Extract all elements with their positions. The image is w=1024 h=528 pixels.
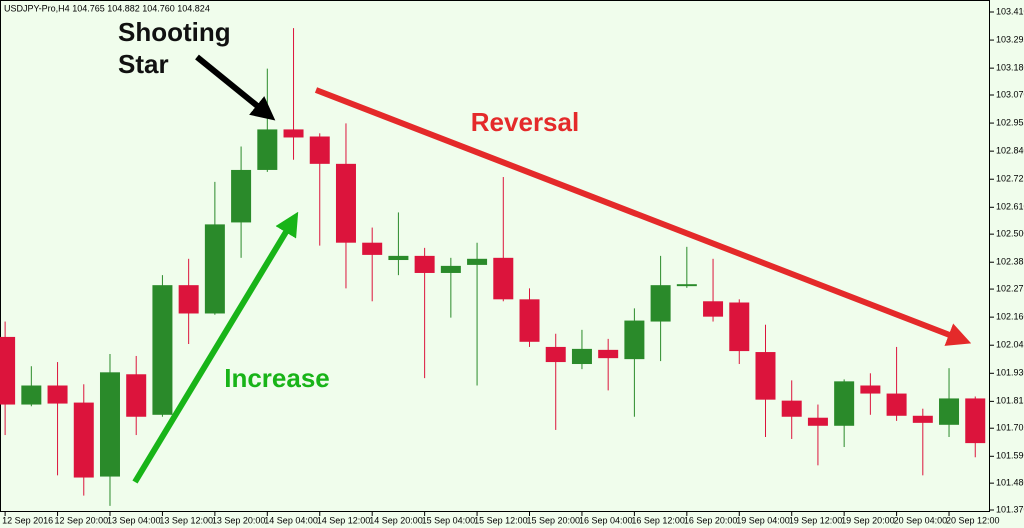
annotation: Star	[118, 49, 169, 79]
candle-body	[598, 349, 619, 359]
x-tick-label: 16 Sep 04:00	[579, 515, 633, 525]
x-tick-label: 15 Sep 12:00	[474, 515, 528, 525]
candle-body	[965, 398, 986, 444]
y-tick-label: 103.410	[996, 6, 1024, 16]
candle-body	[650, 285, 671, 322]
candle-body	[362, 242, 383, 255]
candle-body	[467, 258, 488, 265]
candles	[0, 28, 986, 506]
candle-body	[807, 417, 828, 426]
annotation: Shooting	[118, 17, 231, 47]
candle-body	[21, 385, 42, 405]
x-tick-label: 12 Sep 20:00	[55, 515, 109, 525]
annotation: Reversal	[471, 107, 579, 137]
y-tick-label: 102.610	[996, 202, 1024, 212]
candle-body	[729, 302, 750, 352]
y-tick-label: 101.705	[996, 423, 1024, 433]
y-tick-label: 102.500	[996, 229, 1024, 239]
x-tick-label: 16 Sep 12:00	[631, 515, 685, 525]
candle-body	[283, 129, 304, 138]
x-tick-label: 14 Sep 20:00	[369, 515, 423, 525]
candle-body	[73, 402, 94, 478]
candle-body	[519, 299, 540, 342]
annotation: Increase	[224, 363, 330, 393]
candle-body	[414, 255, 435, 273]
candle-body	[99, 372, 120, 477]
y-tick-label: 102.725	[996, 174, 1024, 184]
x-tick-label: 12 Sep 2016	[2, 515, 53, 525]
y-tick-label: 102.385	[996, 257, 1024, 267]
y-tick-label: 101.815	[996, 396, 1024, 406]
candle-body	[624, 320, 645, 360]
x-tick-label: 14 Sep 12:00	[317, 515, 371, 525]
x-tick-label: 19 Sep 04:00	[736, 515, 790, 525]
chart-title: USDJPY-Pro,H4 104.765 104.882 104.760 10…	[4, 3, 210, 13]
candle-body	[231, 169, 252, 223]
x-tick-label: 16 Sep 20:00	[684, 515, 738, 525]
x-tick-label: 15 Sep 04:00	[422, 515, 476, 525]
x-tick-label: 20 Sep 04:00	[894, 515, 948, 525]
candle-body	[493, 257, 514, 300]
candle-body	[676, 284, 697, 287]
candle-body	[204, 224, 225, 314]
y-tick-label: 102.955	[996, 117, 1024, 127]
x-tick-label: 14 Sep 04:00	[264, 515, 318, 525]
y-tick-label: 101.930	[996, 368, 1024, 378]
candle-body	[440, 265, 461, 273]
y-tick-label: 103.070	[996, 89, 1024, 99]
candle-body	[912, 415, 933, 423]
candle-body	[886, 393, 907, 416]
candle-body	[152, 285, 173, 415]
candle-body	[47, 385, 68, 404]
y-tick-label: 101.480	[996, 478, 1024, 488]
candle-body	[834, 381, 855, 426]
candle-body	[178, 285, 199, 314]
y-tick-label: 101.590	[996, 451, 1024, 461]
candle-body	[126, 374, 147, 417]
y-tick-label: 102.840	[996, 146, 1024, 156]
candle-body	[781, 400, 802, 417]
x-tick-label: 19 Sep 20:00	[841, 515, 895, 525]
candle-body	[388, 255, 409, 261]
candle-body	[545, 346, 566, 363]
candle-body	[939, 398, 960, 425]
x-tick-label: 13 Sep 20:00	[212, 515, 266, 525]
arrow	[132, 211, 299, 484]
x-tick-label: 19 Sep 12:00	[789, 515, 843, 525]
x-tick-label: 13 Sep 12:00	[159, 515, 213, 525]
y-tick-label: 102.045	[996, 340, 1024, 350]
plot-frame	[0, 0, 990, 512]
x-tick-label: 20 Sep 12:00	[946, 515, 1000, 525]
y-tick-label: 102.160	[996, 312, 1024, 322]
y-tick-label: 101.370	[996, 504, 1024, 514]
y-tick-label: 103.180	[996, 63, 1024, 73]
x-tick-label: 13 Sep 04:00	[107, 515, 161, 525]
arrow	[314, 87, 972, 346]
arrow	[195, 54, 276, 121]
candle-body	[257, 129, 278, 170]
candle-body	[571, 348, 592, 365]
candle-body	[0, 336, 16, 405]
candle-body	[335, 163, 356, 243]
candle-body	[860, 385, 881, 394]
candle-body	[755, 352, 776, 400]
x-tick-label: 15 Sep 20:00	[527, 515, 581, 525]
y-tick-label: 103.295	[996, 34, 1024, 44]
candle-body	[309, 136, 330, 164]
y-tick-label: 102.275	[996, 283, 1024, 293]
candle-body	[703, 301, 724, 317]
